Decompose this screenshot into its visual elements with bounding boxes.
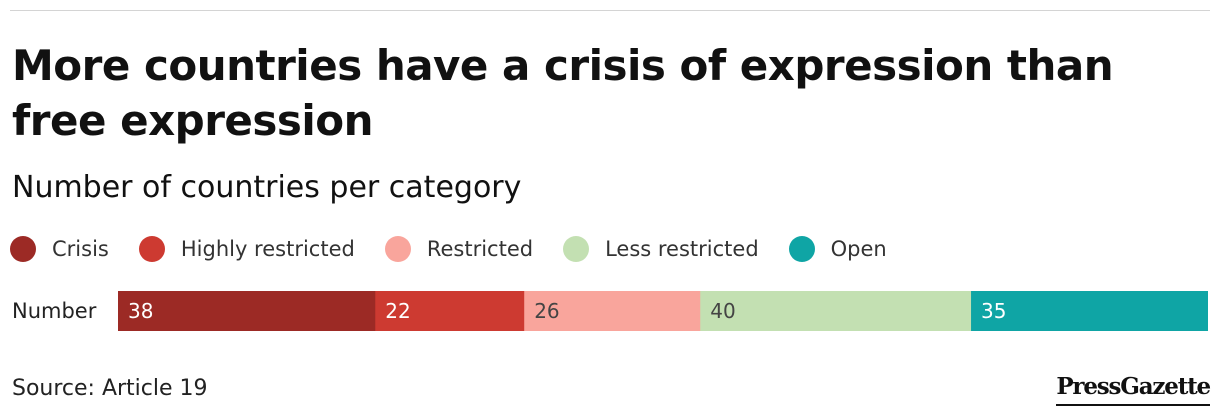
legend-item-crisis: Crisis xyxy=(10,236,109,262)
bar-value-label-less-restricted: 40 xyxy=(710,299,735,323)
legend-item-restricted: Restricted xyxy=(384,236,534,262)
legend-label: Less restricted xyxy=(605,237,759,261)
legend-swatch xyxy=(788,236,815,262)
bar-segment-less-restricted xyxy=(700,291,972,331)
legend-item-highly-restricted: Highly restricted xyxy=(138,236,355,262)
bar-segment-crisis xyxy=(118,291,376,331)
bar-value-label-open: 35 xyxy=(981,299,1006,323)
category-label: Number xyxy=(12,299,97,323)
bar-value-label-crisis: 38 xyxy=(128,299,153,323)
legend-label: Crisis xyxy=(52,237,109,261)
legend-swatch xyxy=(563,236,590,262)
top-rule xyxy=(10,10,1210,11)
chart-legend: Crisis Highly restricted Restricted Less re… xyxy=(10,232,917,266)
legend-swatch xyxy=(10,236,36,262)
legend-label: Highly restricted xyxy=(180,237,355,261)
legend-item-open: Open xyxy=(788,236,887,262)
stacked-bar-chart: 38 22 26 40 35 xyxy=(118,291,1208,331)
bar-segment-open xyxy=(971,291,1208,331)
legend-swatch xyxy=(384,236,411,262)
press-gazette-logo: PressGazette xyxy=(1056,370,1211,406)
legend-swatch xyxy=(138,236,165,262)
bar-value-label-highly-restricted: 22 xyxy=(385,299,410,323)
bar-segment-highly-restricted xyxy=(375,291,525,331)
bar-segment-restricted xyxy=(524,291,701,331)
legend-label: Restricted xyxy=(426,237,534,261)
source-note: Source: Article 19 xyxy=(12,376,208,401)
bar-value-label-restricted: 26 xyxy=(534,299,559,323)
legend-item-less-restricted: Less restricted xyxy=(563,236,759,262)
chart-title: More countries have a crisis of expressi… xyxy=(12,41,1114,145)
chart-subtitle: Number of countries per category xyxy=(12,170,522,205)
legend-label: Open xyxy=(830,237,887,261)
